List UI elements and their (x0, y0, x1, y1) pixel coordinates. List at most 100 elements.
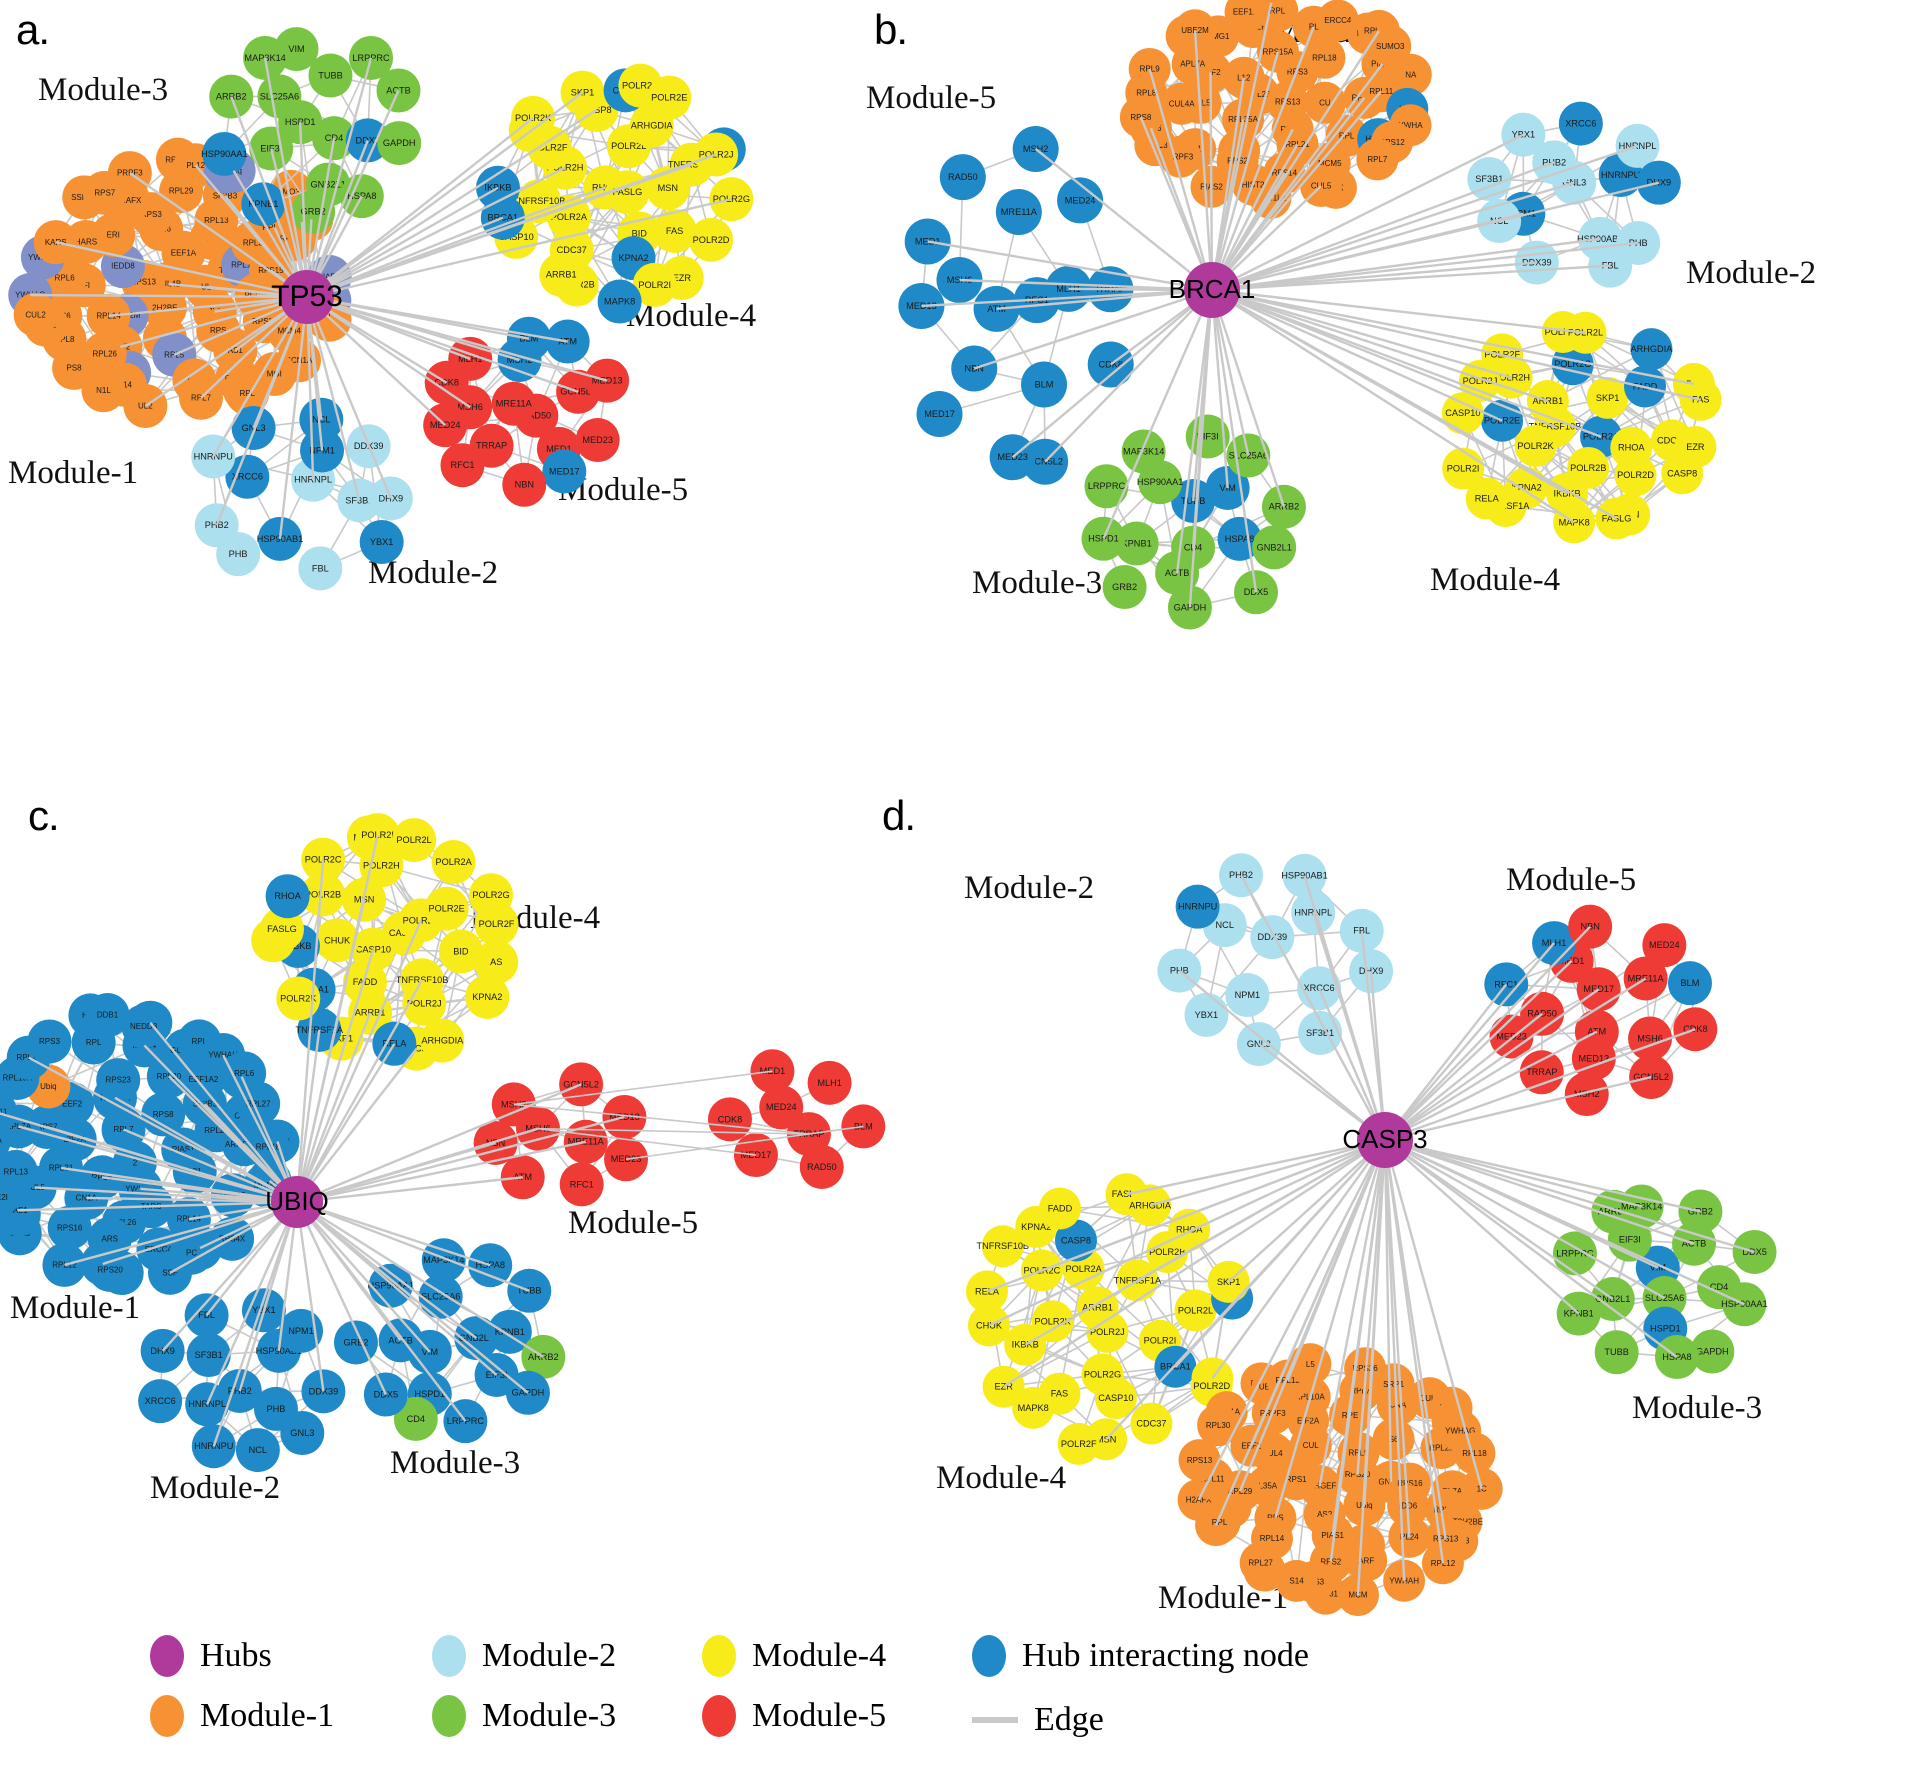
network-node[interactable]: MED17 (542, 449, 587, 494)
network-node[interactable]: POLR2D (1614, 454, 1657, 497)
network-node[interactable]: CUL2 (13, 292, 58, 337)
panel-b-module3-label: Module-3 (972, 565, 1103, 601)
network-node[interactable]: RFC1 (440, 443, 485, 488)
network-node[interactable]: PHB (1157, 948, 1202, 993)
legend-swatch-module1 (150, 1695, 184, 1737)
network-node[interactable]: RHOA (265, 874, 310, 919)
network-node[interactable]: RAD50 (799, 1144, 844, 1189)
network-node[interactable]: YBX1 (1184, 992, 1229, 1037)
network-node[interactable]: MAPK8 (597, 279, 642, 324)
network-node[interactable]: SSF (147, 1250, 192, 1295)
network-node[interactable]: FBL (298, 546, 343, 591)
network-node[interactable]: IKBKB (1004, 1323, 1047, 1366)
network-node[interactable]: GRB2 (1102, 565, 1147, 610)
legend-swatch-module4 (702, 1635, 736, 1677)
network-node[interactable]: POLR2E (647, 75, 692, 120)
network-node[interactable]: MED17 (916, 391, 963, 438)
network-node[interactable]: RFC1 (559, 1162, 604, 1207)
network-node[interactable]: POLR2L (1564, 311, 1607, 354)
cluster-nodes: RAD50MRE11AMSH6MSH2GCN5L2MED1TRRAPMED17N… (423, 316, 630, 507)
network-node[interactable]: BLM (1667, 961, 1712, 1006)
legend-swatch-module2 (432, 1635, 466, 1677)
network-node[interactable]: MLH1 (807, 1060, 852, 1105)
network-node[interactable]: MSH2 (1012, 125, 1059, 172)
svg-text:UBIQ: UBIQ (265, 1186, 329, 1216)
network-node[interactable]: NPM1 (1225, 973, 1270, 1018)
network-node[interactable]: CDC37 (1130, 1402, 1173, 1445)
network-node[interactable]: ARRB1 (539, 252, 584, 297)
network-node[interactable]: RPS16 (47, 1205, 92, 1250)
network-node[interactable]: POLR2D (689, 217, 734, 262)
network-node[interactable]: POLR2L (1174, 1289, 1217, 1332)
network-node[interactable]: RPL27 (236, 1081, 281, 1126)
network-node[interactable]: LRPPRC (443, 1399, 488, 1444)
network-node[interactable]: NCL (235, 1428, 280, 1473)
network-node[interactable]: POLR2F (1057, 1422, 1100, 1465)
network-node[interactable]: POLR2F (474, 902, 519, 947)
network-node[interactable]: CDK8 (707, 1097, 752, 1142)
network-node[interactable]: ARRB1 (1076, 1286, 1119, 1329)
network-node[interactable]: CDK8 (1673, 1007, 1718, 1052)
network-node[interactable]: HNRNPU (1175, 884, 1220, 929)
network-node[interactable]: LRPPRC (1084, 464, 1129, 509)
network-node[interactable]: GAPDH (377, 121, 422, 166)
network-node[interactable]: RPL27 (1239, 1541, 1282, 1584)
network-node[interactable]: MED24 (1642, 923, 1687, 968)
network-node[interactable]: RPS20 (88, 1247, 133, 1292)
network-node[interactable]: HSPA8 (1654, 1335, 1699, 1380)
hub-node[interactable]: BRCA1 (1169, 262, 1256, 318)
network-node[interactable]: MRE11A (995, 189, 1042, 236)
network-node[interactable]: MSH6 (1628, 1016, 1673, 1061)
hub-node[interactable]: TP53 (271, 270, 343, 324)
network-node[interactable]: MED23 (575, 418, 620, 463)
network-node[interactable]: BLM (1021, 361, 1068, 408)
network-node[interactable]: POLR2I (1442, 447, 1485, 490)
network-node[interactable]: MED1 (750, 1049, 795, 1094)
network-node[interactable]: DDX39 (1250, 915, 1295, 960)
network-node[interactable]: SF3B1 (1467, 157, 1512, 202)
legend-label-edge: Edge (1034, 1701, 1104, 1738)
network-node[interactable]: RPS3 (27, 1019, 72, 1064)
network-node[interactable]: RPS23 (96, 1058, 141, 1103)
network-node[interactable]: NEDD8 (121, 1004, 166, 1049)
network-node[interactable]: POLR2L (392, 818, 437, 863)
network-node[interactable]: ARRB2 (1261, 484, 1306, 529)
network-node[interactable]: POLR2E (424, 886, 469, 931)
network-node[interactable]: XRCC6 (138, 1379, 183, 1424)
network-node[interactable]: ATM (500, 1155, 545, 1200)
network-node[interactable]: SLC25A6 (257, 74, 302, 119)
hub-node[interactable]: CASP3 (1342, 1112, 1428, 1168)
network-node[interactable]: YBX1 (1501, 112, 1546, 157)
network-node[interactable]: RPL7 (1356, 138, 1399, 181)
network-node[interactable]: GRB2 (291, 189, 336, 234)
network-node[interactable]: GCN5L2 (1629, 1055, 1674, 1100)
network-node[interactable]: POLR2K (1514, 424, 1557, 467)
hub-node[interactable]: UBIQ (265, 1176, 329, 1228)
network-node[interactable]: MAP3K14 (1121, 429, 1166, 474)
network-node[interactable]: KPNA2 (465, 974, 510, 1019)
network-node[interactable]: SRP1 (1372, 1363, 1415, 1406)
network-node[interactable]: YBX1 (359, 519, 404, 564)
network-node[interactable]: GNB2L1 (1252, 525, 1297, 570)
network-node[interactable]: RPL18 (1453, 1432, 1496, 1475)
network-node[interactable]: MED23 (604, 1137, 649, 1182)
network-node[interactable]: TRRAP (1519, 1050, 1564, 1095)
network-node[interactable]: FADD (1038, 1187, 1081, 1230)
network-node[interactable]: GNL3 (280, 1411, 325, 1456)
network-node[interactable]: CASP8 (1661, 452, 1704, 495)
network-node[interactable]: NBN (502, 462, 547, 507)
network-node[interactable]: MRE11A (491, 381, 536, 426)
network-node[interactable]: XRCC6 (1558, 101, 1603, 146)
network-node[interactable]: POLR2A (431, 840, 476, 885)
network-node[interactable]: SF3B1 (186, 1333, 231, 1378)
network-node[interactable]: MSH2 (1564, 1072, 1609, 1117)
network-node[interactable]: ARHGDIA (420, 1018, 465, 1063)
network-node[interactable]: TUBB (1594, 1330, 1639, 1375)
network-node[interactable]: CDK8 (1087, 341, 1134, 388)
panel-a-network: CUL4BULRPS13EEF1ATARSJL12H2BERPS2AUBE2MI… (8, 27, 754, 591)
network-node[interactable]: GRB2 (1678, 1189, 1723, 1234)
network-node[interactable]: GCN5L2 (559, 1062, 604, 1107)
network-node[interactable]: RPL30 (1197, 1404, 1240, 1447)
network-node[interactable]: RAD50 (939, 154, 986, 201)
network-node[interactable]: GNL3 (1236, 1022, 1281, 1067)
